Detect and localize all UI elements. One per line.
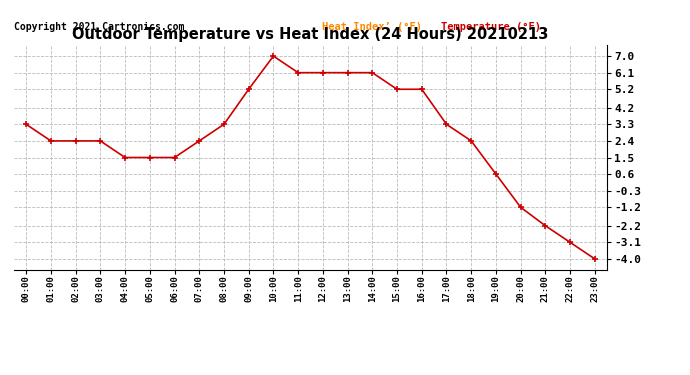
Text: Heat Index’ (°F): Heat Index’ (°F) [322,21,422,32]
Text: Copyright 2021 Cartronics.com: Copyright 2021 Cartronics.com [14,21,184,32]
Title: Outdoor Temperature vs Heat Index (24 Hours) 20210213: Outdoor Temperature vs Heat Index (24 Ho… [72,27,549,42]
Text: Temperature (°F): Temperature (°F) [441,21,541,32]
